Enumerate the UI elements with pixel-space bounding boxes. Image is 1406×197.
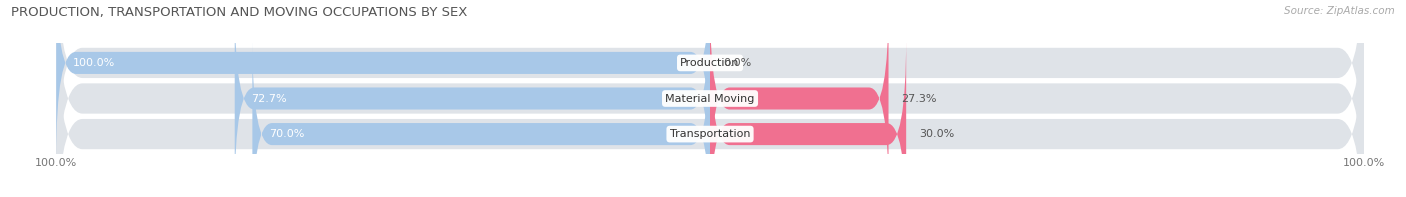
Text: PRODUCTION, TRANSPORTATION AND MOVING OCCUPATIONS BY SEX: PRODUCTION, TRANSPORTATION AND MOVING OC…: [11, 6, 468, 19]
FancyBboxPatch shape: [253, 38, 710, 197]
Text: Source: ZipAtlas.com: Source: ZipAtlas.com: [1284, 6, 1395, 16]
Text: Transportation: Transportation: [669, 129, 751, 139]
FancyBboxPatch shape: [56, 0, 710, 159]
FancyBboxPatch shape: [710, 38, 905, 197]
Text: 30.0%: 30.0%: [920, 129, 955, 139]
Text: Production: Production: [681, 58, 740, 68]
FancyBboxPatch shape: [235, 3, 710, 194]
FancyBboxPatch shape: [56, 0, 1364, 190]
Text: 70.0%: 70.0%: [269, 129, 304, 139]
Text: 27.3%: 27.3%: [901, 94, 936, 103]
Text: Material Moving: Material Moving: [665, 94, 755, 103]
Text: 72.7%: 72.7%: [252, 94, 287, 103]
Text: 100.0%: 100.0%: [73, 58, 115, 68]
FancyBboxPatch shape: [710, 3, 889, 194]
FancyBboxPatch shape: [56, 0, 1364, 197]
FancyBboxPatch shape: [56, 7, 1364, 197]
Text: 0.0%: 0.0%: [723, 58, 751, 68]
